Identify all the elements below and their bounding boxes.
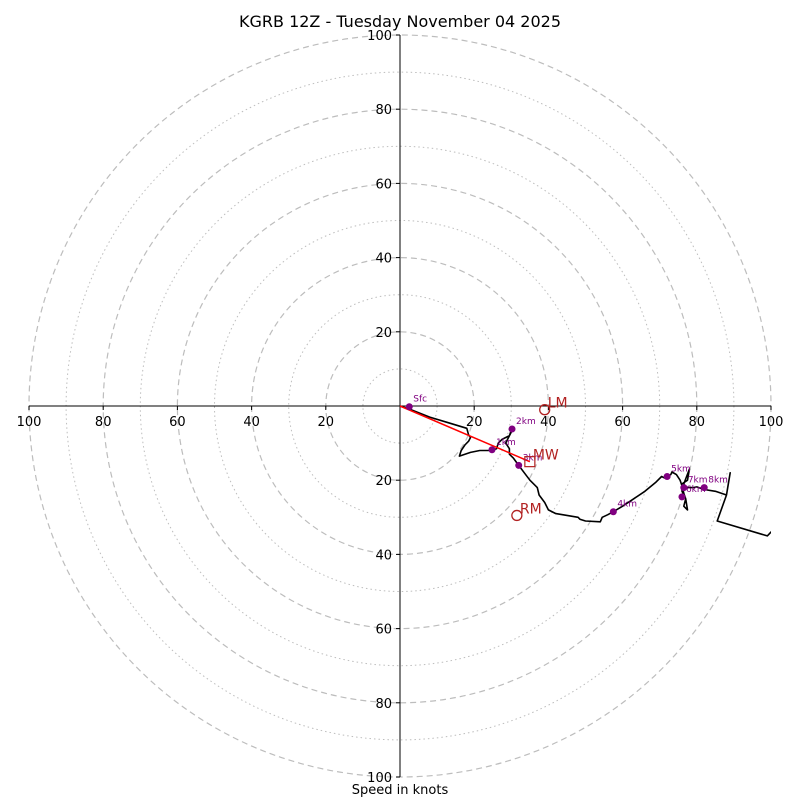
height-marker-1km	[488, 446, 496, 454]
height-label-2km: 2km	[516, 417, 536, 427]
y-tick-label-down-20: 20	[375, 474, 392, 489]
height-label-5km: 5km	[671, 464, 691, 474]
y-tick-label-down-80: 80	[375, 697, 392, 712]
x-tick-label-left-60: 60	[169, 415, 186, 430]
x-tick-label-left-20: 20	[318, 415, 335, 430]
height-marker-4km	[609, 508, 617, 516]
height-label-3km: 3km	[523, 453, 543, 463]
height-marker-8km	[700, 484, 708, 492]
storm-label-lm: LM	[548, 396, 568, 412]
storm-label-rm: RM	[520, 501, 542, 517]
x-tick-label-left-40: 40	[243, 415, 260, 430]
height-label-4km: 4km	[617, 500, 637, 510]
y-tick-label-down-100: 100	[367, 771, 392, 786]
height-marker-5km	[663, 472, 671, 480]
y-tick-label-up-60: 60	[375, 177, 392, 192]
y-tick-label-up-40: 40	[375, 252, 392, 267]
height-marker-sfc	[405, 403, 413, 411]
storm-marker-lm	[539, 404, 551, 416]
x-tick-label-right-60: 60	[614, 415, 631, 430]
y-tick-label-up-20: 20	[375, 326, 392, 341]
y-tick-label-down-40: 40	[375, 548, 392, 563]
height-marker-2km	[508, 425, 516, 433]
height-marker-3km	[515, 461, 523, 469]
storm-marker-mw	[524, 456, 536, 468]
height-marker-6km	[678, 493, 686, 501]
y-tick-label-up-80: 80	[375, 103, 392, 118]
chart-title: KGRB 12Z - Tuesday November 04 2025	[239, 12, 561, 31]
y-tick-label-down-60: 60	[375, 623, 392, 638]
x-tick-label-right-100: 100	[759, 415, 784, 430]
x-tick-label-right-40: 40	[540, 415, 557, 430]
x-tick-label-left-80: 80	[95, 415, 112, 430]
storm-label-mw: MW	[533, 448, 559, 464]
hodograph-trace-line	[399, 405, 771, 537]
storm-motion-vector	[399, 405, 531, 463]
height-label-6km: 6km	[686, 485, 706, 495]
height-label-8km: 8km	[708, 476, 728, 486]
y-tick-label-up-100: 100	[367, 29, 392, 44]
height-marker-7km	[680, 484, 688, 492]
x-tick-label-right-20: 20	[466, 415, 483, 430]
storm-marker-rm	[511, 509, 523, 522]
height-label-1km: 1km	[496, 438, 516, 448]
height-label-7km: 7km	[688, 476, 708, 486]
x-axis-label: Speed in knots	[351, 783, 449, 798]
x-tick-label-left-100: 100	[17, 415, 42, 430]
height-label-sfc: Sfc	[413, 395, 427, 405]
x-tick-label-right-80: 80	[689, 415, 706, 430]
